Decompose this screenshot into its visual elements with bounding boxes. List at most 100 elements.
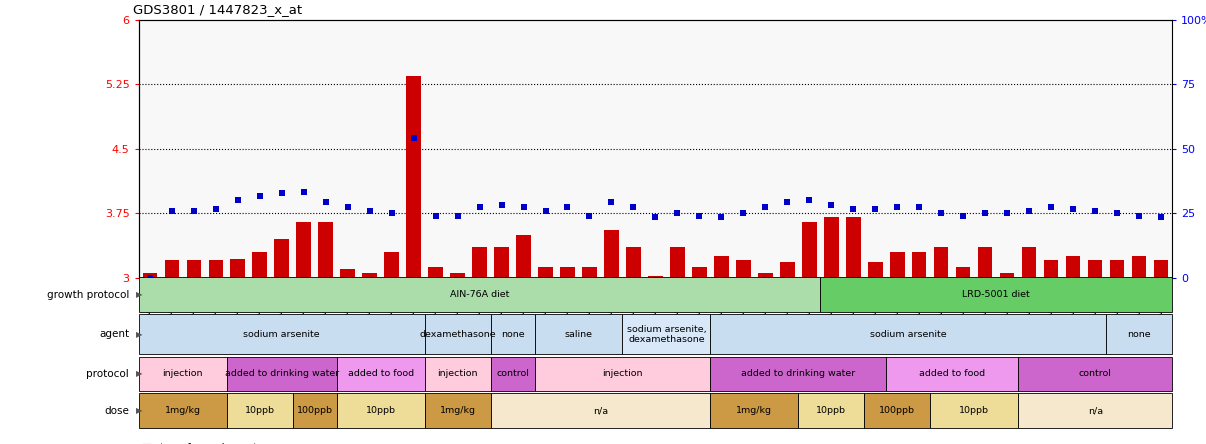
Text: LRD-5001 diet: LRD-5001 diet bbox=[962, 290, 1030, 299]
Bar bbox=[956, 267, 971, 278]
Point bbox=[602, 198, 621, 206]
Point bbox=[712, 214, 731, 221]
Text: 1mg/kg: 1mg/kg bbox=[165, 406, 200, 415]
Text: n/a: n/a bbox=[593, 406, 608, 415]
Bar bbox=[340, 269, 355, 278]
Point bbox=[954, 212, 973, 219]
Bar bbox=[491, 314, 534, 354]
Text: none: none bbox=[1128, 330, 1151, 339]
Text: control: control bbox=[496, 369, 529, 378]
Point bbox=[800, 197, 819, 204]
Point bbox=[997, 210, 1017, 217]
Point bbox=[162, 207, 181, 214]
Bar bbox=[935, 247, 948, 278]
Text: added to food: added to food bbox=[919, 369, 985, 378]
Bar bbox=[604, 230, 619, 278]
Bar bbox=[1018, 357, 1172, 391]
Text: injection: injection bbox=[438, 369, 478, 378]
Bar bbox=[252, 252, 267, 278]
Point bbox=[338, 203, 357, 210]
Bar bbox=[516, 234, 531, 278]
Bar bbox=[425, 314, 491, 354]
Text: added to food: added to food bbox=[347, 369, 414, 378]
Bar bbox=[363, 273, 376, 278]
Text: ▶: ▶ bbox=[136, 290, 142, 299]
Bar bbox=[406, 76, 421, 278]
Bar bbox=[802, 222, 816, 278]
Point bbox=[1042, 203, 1061, 210]
Bar bbox=[1066, 256, 1081, 278]
Bar bbox=[139, 393, 227, 428]
Point bbox=[316, 198, 335, 206]
Point bbox=[1019, 207, 1038, 214]
Point bbox=[514, 203, 533, 210]
Bar bbox=[714, 256, 728, 278]
Bar bbox=[1023, 247, 1036, 278]
Bar bbox=[450, 273, 464, 278]
Point bbox=[932, 210, 952, 217]
Point bbox=[624, 203, 643, 210]
Bar bbox=[649, 276, 662, 278]
Text: 1mg/kg: 1mg/kg bbox=[737, 406, 772, 415]
Point bbox=[1064, 205, 1083, 212]
Bar bbox=[164, 260, 178, 278]
Bar bbox=[622, 314, 710, 354]
Bar bbox=[1110, 260, 1124, 278]
Point bbox=[733, 210, 753, 217]
Point bbox=[470, 203, 490, 210]
Bar bbox=[820, 278, 1172, 312]
Bar bbox=[930, 393, 1018, 428]
Point bbox=[866, 205, 885, 212]
Text: 1mg/kg: 1mg/kg bbox=[439, 406, 475, 415]
Bar bbox=[1018, 393, 1172, 428]
Bar bbox=[1132, 256, 1147, 278]
Bar bbox=[491, 393, 710, 428]
Point bbox=[273, 190, 292, 197]
Bar bbox=[710, 393, 798, 428]
Point bbox=[844, 205, 863, 212]
Text: saline: saline bbox=[564, 330, 592, 339]
Bar bbox=[275, 239, 288, 278]
Point bbox=[558, 203, 578, 210]
Point bbox=[1130, 212, 1149, 219]
Text: injection: injection bbox=[163, 369, 203, 378]
Bar bbox=[868, 262, 883, 278]
Bar bbox=[293, 393, 336, 428]
Bar bbox=[1154, 260, 1169, 278]
Point bbox=[888, 203, 907, 210]
Point bbox=[492, 201, 511, 208]
Bar bbox=[978, 247, 993, 278]
Text: GDS3801 / 1447823_x_at: GDS3801 / 1447823_x_at bbox=[133, 3, 302, 16]
Point bbox=[1107, 210, 1126, 217]
Text: 10ppb: 10ppb bbox=[816, 406, 847, 415]
Bar bbox=[297, 222, 311, 278]
Text: 100ppb: 100ppb bbox=[297, 406, 333, 415]
Point bbox=[690, 212, 709, 219]
Bar bbox=[710, 314, 1106, 354]
Text: added to drinking water: added to drinking water bbox=[742, 369, 855, 378]
Bar bbox=[1106, 314, 1172, 354]
Bar bbox=[230, 258, 245, 278]
Bar bbox=[473, 247, 487, 278]
Bar bbox=[1044, 260, 1059, 278]
Text: growth protocol: growth protocol bbox=[47, 290, 129, 300]
Bar bbox=[425, 393, 491, 428]
Bar bbox=[759, 273, 773, 278]
Bar bbox=[626, 247, 640, 278]
Text: ▶: ▶ bbox=[136, 330, 142, 339]
Point bbox=[426, 212, 445, 219]
Bar bbox=[1000, 273, 1014, 278]
Bar bbox=[534, 357, 710, 391]
Point bbox=[404, 135, 423, 142]
Point bbox=[359, 207, 379, 214]
Point bbox=[1085, 207, 1105, 214]
Bar bbox=[890, 252, 904, 278]
Text: none: none bbox=[500, 330, 525, 339]
Point bbox=[206, 205, 226, 212]
Bar bbox=[139, 278, 820, 312]
Bar bbox=[847, 218, 861, 278]
Point bbox=[535, 207, 555, 214]
Bar bbox=[886, 357, 1018, 391]
Text: added to drinking water: added to drinking water bbox=[224, 369, 339, 378]
Bar bbox=[534, 314, 622, 354]
